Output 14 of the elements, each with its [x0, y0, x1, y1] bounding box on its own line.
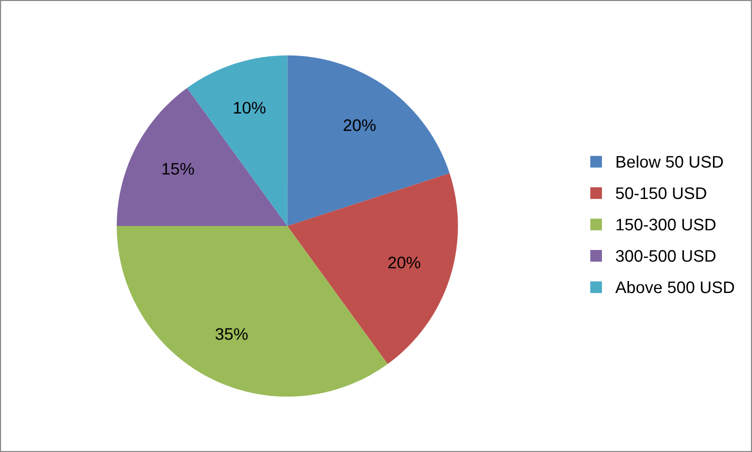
- legend-label: 50-150 USD: [616, 187, 706, 200]
- legend-label: 300-500 USD: [616, 250, 716, 262]
- legend-label: 150-300 USD: [616, 218, 716, 230]
- legend-label: Below 50 USD: [616, 155, 723, 168]
- pie-slice: [116, 226, 388, 397]
- data-label: 10%: [234, 102, 266, 114]
- data-label: 20%: [344, 119, 376, 132]
- data-label: 35%: [216, 328, 248, 340]
- data-label: 15%: [162, 162, 194, 175]
- data-label: 20%: [388, 256, 420, 268]
- pie-slice: [287, 55, 450, 226]
- pie-slice: [287, 173, 458, 364]
- pie-slice: [116, 88, 288, 226]
- legend-label: Above 500 USD: [615, 280, 734, 294]
